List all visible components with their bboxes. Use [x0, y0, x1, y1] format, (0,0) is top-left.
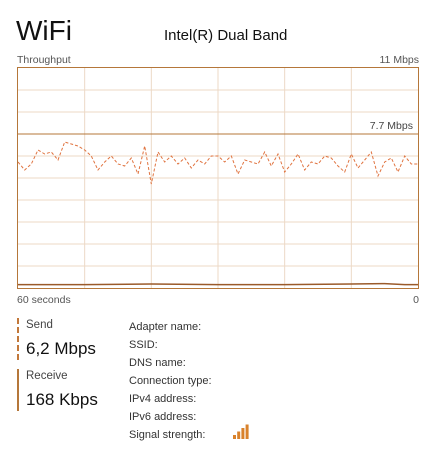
network-title: WiFi: [16, 14, 72, 48]
signal-bar: [233, 435, 236, 439]
receive-stat: Receive 168 Kbps: [17, 369, 119, 411]
signal-bar: [246, 425, 249, 440]
time-end-label: 0: [413, 294, 419, 307]
throughput-label: Throughput: [17, 54, 71, 67]
receive-value: 168 Kbps: [26, 389, 98, 411]
adapter-model: Intel(R) Dual Band: [164, 26, 287, 46]
send-value: 6,2 Mbps: [26, 338, 96, 360]
signal-bar: [237, 432, 240, 440]
throughput-graph: 7.7 Mbps: [17, 67, 419, 289]
signal-strength-label: Signal strength:: [129, 426, 212, 444]
ssid-label: SSID:: [129, 336, 212, 354]
send-stat: Send 6,2 Mbps: [17, 318, 119, 360]
connection-type-label: Connection type:: [129, 372, 212, 390]
adapter-details: Adapter name: SSID: DNS name: Connection…: [129, 318, 212, 444]
max-throughput-label: 11 Mbps: [380, 54, 420, 67]
signal-bar: [241, 428, 244, 439]
ipv4-label: IPv4 address:: [129, 390, 212, 408]
send-label: Send: [26, 318, 53, 332]
signal-bars-icon: [232, 423, 250, 439]
adapter-name-label: Adapter name:: [129, 318, 212, 336]
dns-name-label: DNS name:: [129, 354, 212, 372]
throughput-chart: [18, 68, 418, 288]
scale-label: 7.7 Mbps: [370, 120, 413, 133]
ipv6-label: IPv6 address:: [129, 408, 212, 426]
time-span-label: 60 seconds: [17, 294, 71, 307]
receive-label: Receive: [26, 369, 68, 383]
